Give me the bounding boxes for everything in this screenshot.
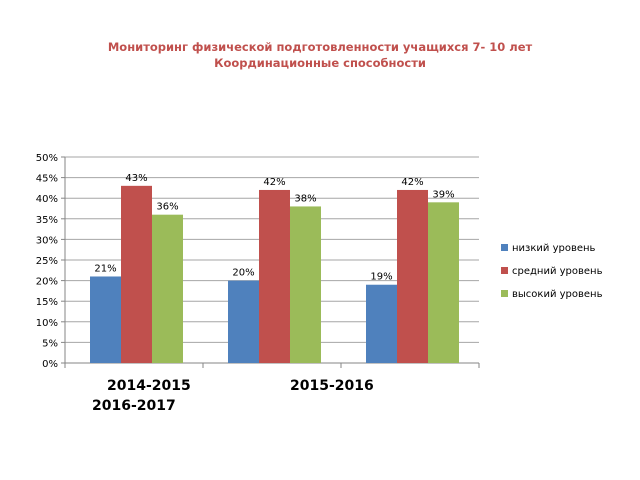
bar-2-1 bbox=[290, 206, 321, 363]
legend-label: высокий уровень bbox=[512, 289, 603, 300]
data-label: 42% bbox=[263, 177, 285, 188]
bar-1-2 bbox=[397, 189, 428, 363]
data-label: 39% bbox=[432, 189, 454, 200]
y-tick-label: 10% bbox=[36, 318, 58, 329]
bar-2-0 bbox=[152, 214, 183, 363]
chart-title-line-2: Координационные способности bbox=[214, 56, 426, 70]
category-label-2016-2017: 2016-2017 bbox=[92, 398, 176, 414]
category-label-2014-2015: 2014-2015 bbox=[107, 378, 191, 394]
bar-1-1 bbox=[259, 189, 290, 363]
data-label: 21% bbox=[94, 263, 116, 274]
y-tick-label: 35% bbox=[36, 215, 58, 226]
legend-label: низкий уровень bbox=[512, 243, 596, 254]
bar-0-1 bbox=[228, 280, 259, 363]
bar-0-2 bbox=[366, 284, 397, 363]
category-label-2015-2016: 2015-2016 bbox=[290, 378, 374, 394]
y-tick-label: 40% bbox=[36, 194, 58, 205]
data-label: 36% bbox=[156, 202, 178, 213]
legend-swatch bbox=[501, 267, 508, 274]
chart-title-line-1: Мониторинг физической подготовленности у… bbox=[107, 40, 533, 54]
y-tick-label: 50% bbox=[36, 153, 58, 164]
data-label: 43% bbox=[125, 173, 147, 184]
y-tick-label: 30% bbox=[36, 235, 58, 246]
y-tick-label: 25% bbox=[36, 256, 58, 267]
y-tick-label: 45% bbox=[36, 174, 58, 185]
y-tick-label: 5% bbox=[42, 338, 58, 349]
legend-swatch bbox=[501, 290, 508, 297]
legend-swatch bbox=[501, 244, 508, 251]
y-tick-label: 0% bbox=[42, 359, 58, 370]
y-tick-label: 20% bbox=[36, 277, 58, 288]
data-label: 38% bbox=[294, 193, 316, 204]
bar-2-2 bbox=[428, 202, 459, 363]
data-label: 19% bbox=[370, 272, 392, 283]
bar-1-0 bbox=[121, 185, 152, 363]
y-tick-label: 15% bbox=[36, 297, 58, 308]
data-label: 20% bbox=[232, 268, 254, 279]
data-label: 42% bbox=[401, 177, 423, 188]
bar-0-0 bbox=[90, 276, 121, 363]
legend-label: средний уровень bbox=[512, 266, 603, 277]
